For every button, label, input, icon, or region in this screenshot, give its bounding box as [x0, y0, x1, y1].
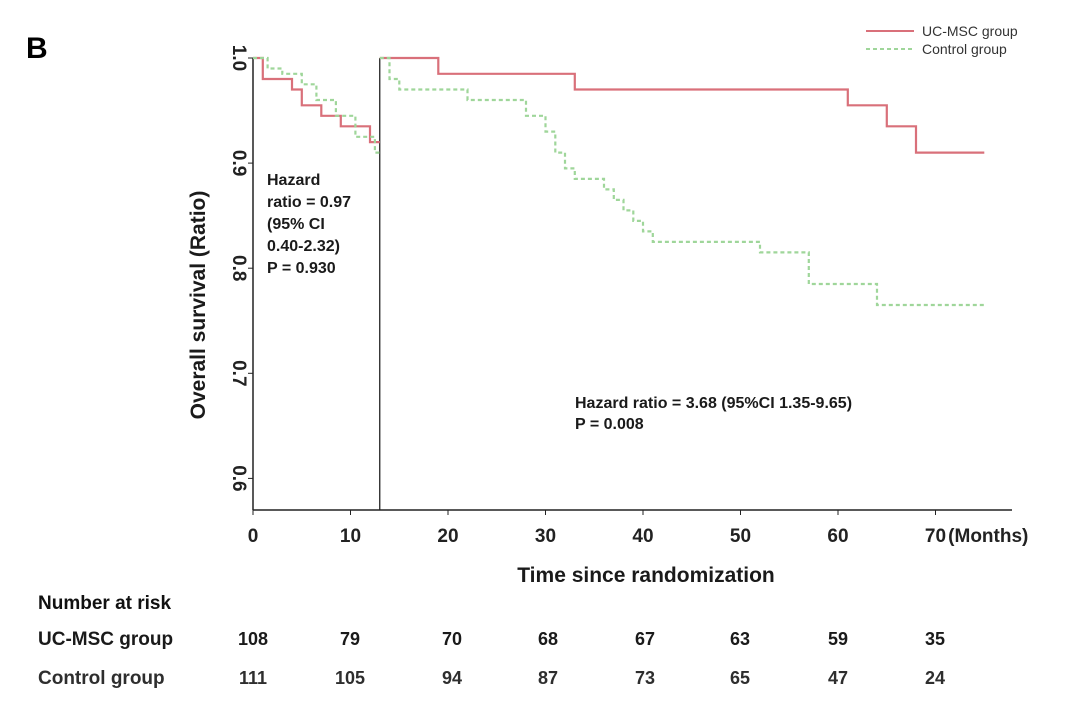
survival-curve-control — [379, 56, 985, 307]
risk-value: 94 — [442, 668, 462, 688]
x-axis-ticks: 0 10 20 30 40 50 60 70 (Months) — [248, 510, 1028, 547]
annotation-line-late: Hazard ratio = 3.68 (95%CI 1.35-9.65) — [575, 395, 852, 412]
x-tick-label: 70 — [925, 526, 946, 547]
risk-value: 59 — [828, 629, 848, 649]
legend-label-uc-msc: UC-MSC group — [922, 23, 1018, 39]
x-axis-unit-label: (Months) — [948, 526, 1028, 547]
panel-label: B — [26, 32, 48, 65]
risk-value: 108 — [238, 629, 268, 649]
survival-curves — [253, 56, 985, 307]
survival-curve-control — [253, 56, 380, 154]
annotation-line-early: ratio = 0.97 — [267, 194, 351, 211]
risk-value: 73 — [635, 668, 655, 688]
risk-table-header: Number at risk — [38, 593, 171, 614]
risk-value: 24 — [925, 668, 945, 688]
annotation-line-late: P = 0.008 — [575, 416, 644, 433]
risk-value: 111 — [239, 668, 267, 688]
y-axis-title: Overall survival (Ratio) — [187, 191, 210, 420]
legend-label-control: Control group — [922, 41, 1007, 57]
risk-row-label: UC-MSC group — [38, 629, 173, 650]
risk-value: 87 — [538, 668, 558, 688]
legend: UC-MSC group Control group — [866, 23, 1018, 57]
y-tick-label: 0.6 — [228, 465, 249, 491]
risk-value: 67 — [635, 629, 655, 649]
x-tick-label: 50 — [730, 526, 751, 547]
x-tick-label: 20 — [437, 526, 458, 547]
x-axis-title: Time since randomization — [517, 564, 775, 587]
x-tick-label: 30 — [535, 526, 556, 547]
x-tick-label: 60 — [827, 526, 848, 547]
number-at-risk-table: Number at risk UC-MSC group 108 79 70 68 67 63… — [38, 593, 945, 689]
x-tick-label: 40 — [632, 526, 653, 547]
y-axis-ticks: 0.6 0.7 0.8 0.9 1.0 — [228, 45, 253, 492]
x-tick-label: 10 — [340, 526, 361, 547]
annotation-line-early: P = 0.930 — [267, 260, 336, 277]
annotation-line-early: (95% CI — [267, 216, 325, 233]
risk-value: 79 — [340, 629, 360, 649]
risk-value: 35 — [925, 629, 945, 649]
survival-curve-uc-msc — [379, 56, 985, 154]
y-tick-label: 0.9 — [228, 150, 249, 176]
risk-value: 105 — [335, 668, 365, 688]
annotation-line-early: Hazard — [267, 172, 320, 189]
annotation-line-early: 0.40-2.32) — [267, 238, 340, 255]
y-tick-label: 0.8 — [228, 255, 249, 281]
x-tick-label: 0 — [248, 526, 259, 547]
y-tick-label: 1.0 — [228, 45, 249, 71]
survival-curve-uc-msc — [253, 56, 380, 144]
risk-value: 47 — [828, 668, 848, 688]
risk-value: 63 — [730, 629, 750, 649]
risk-value: 70 — [442, 629, 462, 649]
hazard-annotation-early: Hazard ratio = 0.97 (95% CI 0.40-2.32) P = … — [267, 172, 351, 277]
hazard-annotation-late: Hazard ratio = 3.68 (95%CI 1.35-9.65) P =… — [575, 395, 852, 433]
risk-value: 65 — [730, 668, 750, 688]
risk-row-label: Control group — [38, 668, 165, 689]
y-tick-label: 0.7 — [228, 360, 249, 386]
risk-value: 68 — [538, 629, 558, 649]
